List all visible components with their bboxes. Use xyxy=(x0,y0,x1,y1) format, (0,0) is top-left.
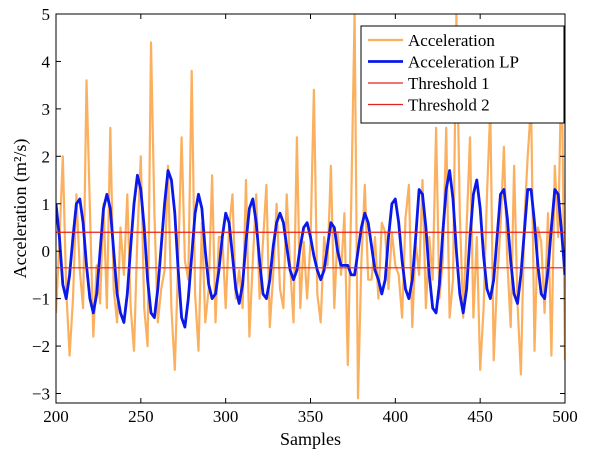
legend: Acceleration Acceleration LP Threshold 1… xyxy=(360,25,565,124)
x-axis-label: Samples xyxy=(280,429,341,449)
series-lines xyxy=(56,14,565,400)
legend-label-threshold-1: Threshold 1 xyxy=(408,74,490,93)
axes: 200 250 300 350 400 450 500 5 4 3 2 1 0 −1 −2 −3 xyxy=(32,5,578,426)
x-tick-label: 450 xyxy=(467,407,493,426)
y-tick-label: 2 xyxy=(42,147,51,166)
y-tick-label: −2 xyxy=(32,337,50,356)
x-tick-label: 200 xyxy=(43,407,69,426)
y-tick-label: 3 xyxy=(42,100,51,119)
y-tick-label: 1 xyxy=(42,195,51,214)
y-tick-label: 5 xyxy=(42,5,51,24)
y-tick-label: −3 xyxy=(32,385,50,404)
y-axis-label: Acceleration (m²/s) xyxy=(10,139,31,279)
x-tick-label: 400 xyxy=(383,407,409,426)
x-tick-label: 300 xyxy=(213,407,239,426)
plot-area xyxy=(56,14,565,400)
y-tick-label: 0 xyxy=(42,242,51,261)
y-tick-label: −1 xyxy=(32,290,50,309)
legend-label-threshold-2: Threshold 2 xyxy=(408,96,490,115)
legend-box xyxy=(360,25,565,124)
legend-label-acceleration-lp: Acceleration LP xyxy=(408,53,519,72)
legend-label-acceleration: Acceleration xyxy=(408,31,495,50)
x-tick-label: 250 xyxy=(128,407,154,426)
y-tick-label: 4 xyxy=(42,52,51,71)
series-line-acceleration-lp xyxy=(56,169,565,329)
x-tick-label: 500 xyxy=(552,407,578,426)
x-tick-label: 350 xyxy=(298,407,324,426)
